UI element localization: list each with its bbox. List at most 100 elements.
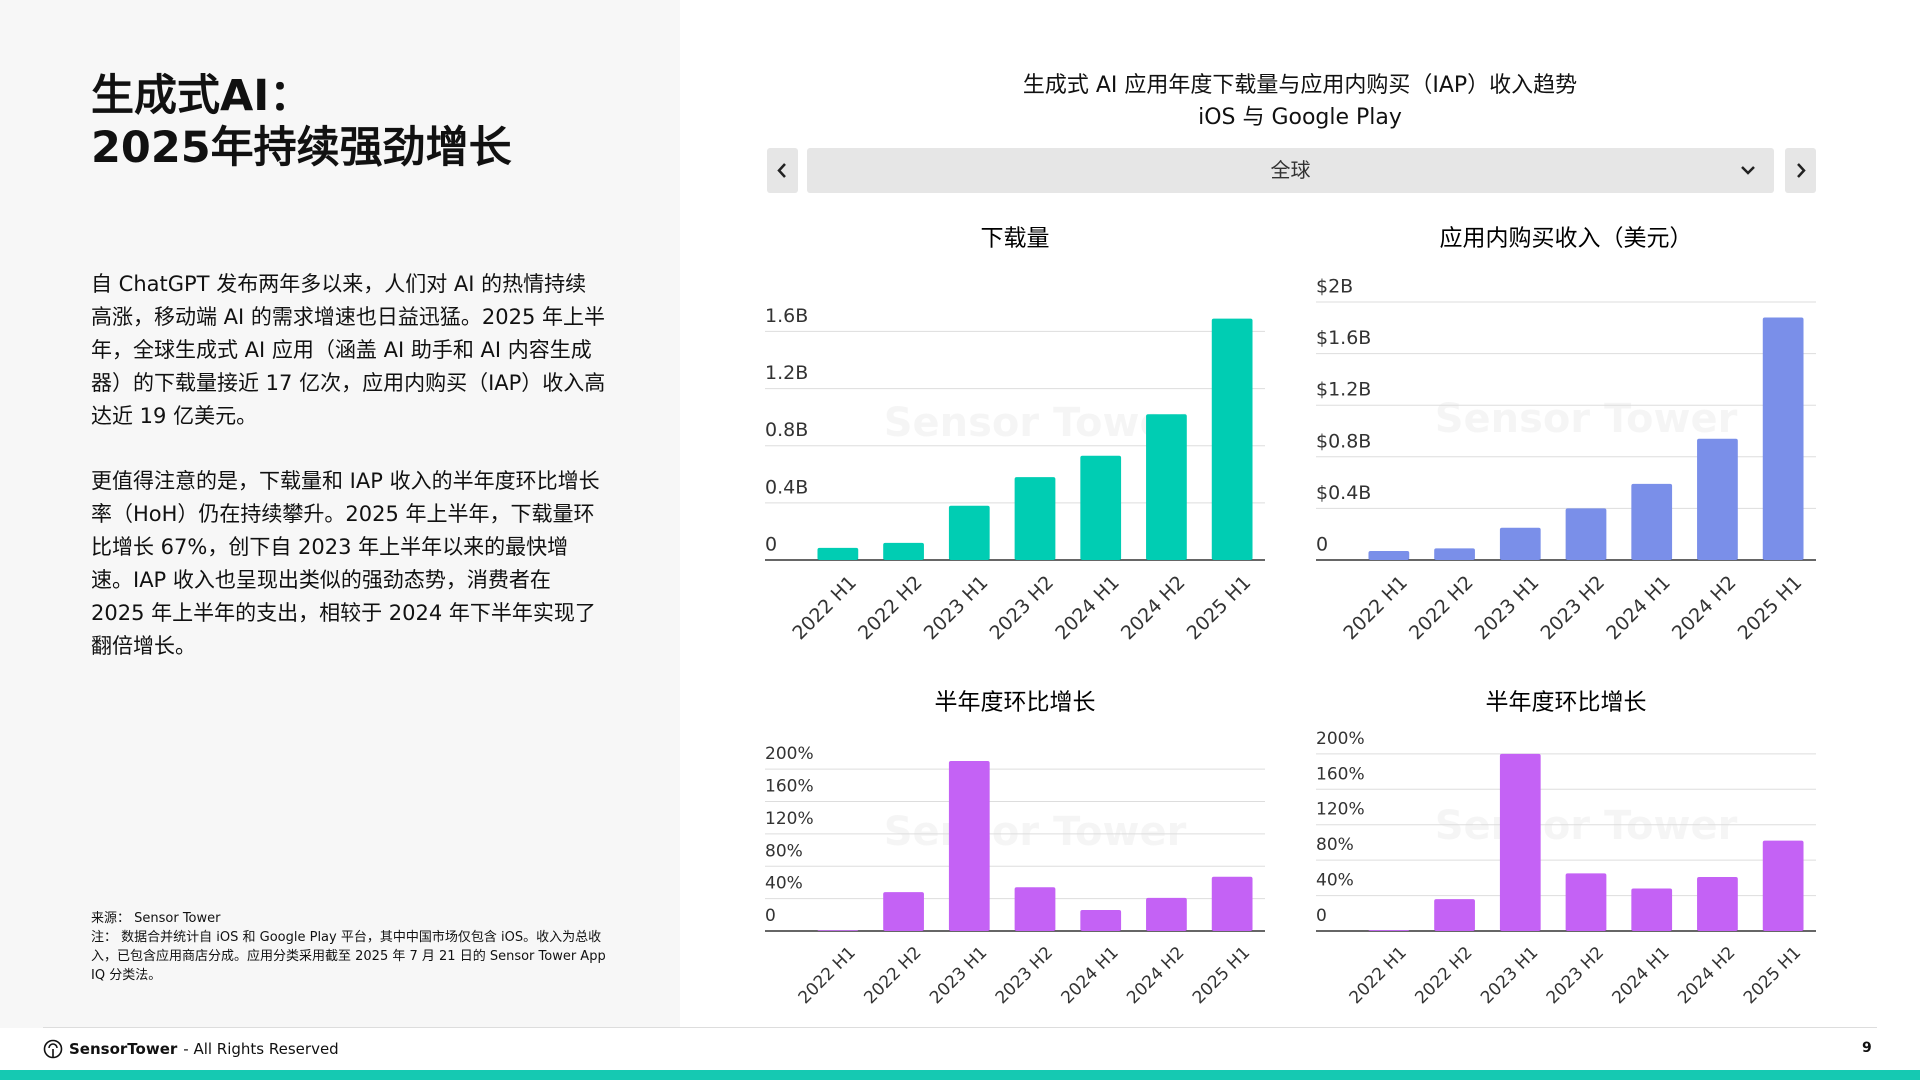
bar	[1014, 477, 1056, 560]
y-tick-label: $1.6B	[1316, 327, 1371, 349]
x-tick-label: 2022 H2	[860, 943, 925, 1008]
x-tick-label: 2025 H1	[1183, 572, 1256, 645]
prev-icon	[777, 163, 786, 178]
footer: SensorTower - All Rights Reserved	[43, 1039, 339, 1059]
watermark: Sensor Tower	[884, 809, 1187, 855]
y-tick-label: $2B	[1316, 276, 1353, 298]
figure-heading: 生成式 AI 应用年度下载量与应用内购买（IAP）收入趋势 iOS 与 Goog…	[760, 70, 1840, 134]
footer-divider	[43, 1027, 1877, 1028]
footer-brand: SensorTower	[69, 1040, 178, 1058]
region-dropdown[interactable]: 全球	[807, 148, 1774, 193]
y-tick-label: 0	[1316, 906, 1327, 926]
y-tick-label: 40%	[765, 874, 803, 894]
x-tick-label: 2024 H1	[1057, 943, 1122, 1008]
logo	[43, 1039, 63, 1059]
bar	[1434, 548, 1475, 560]
x-tick-label: 2025 H1	[1740, 943, 1805, 1008]
x-tick-label: 2022 H1	[788, 572, 861, 645]
region-label: 全球	[1270, 158, 1311, 182]
y-tick-label: 160%	[765, 777, 814, 797]
y-tick-label: 80%	[765, 841, 803, 861]
paragraph: 自 ChatGPT 发布两年多以来，人们对 AI 的热情持续高涨，移动端 AI …	[91, 272, 606, 428]
x-tick-label: 2025 H1	[1734, 572, 1807, 645]
x-tick-label: 2024 H2	[1123, 943, 1188, 1008]
note: 注： 数据合并统计自 iOS 和 Google Play 平台，其中中国市场仅包…	[91, 930, 606, 983]
x-tick-label: 2022 H2	[1405, 572, 1478, 645]
x-tick-label: 2025 H1	[1189, 943, 1254, 1008]
watermark: Sensor Tower	[884, 400, 1187, 446]
x-tick-label: 2023 H1	[1471, 572, 1544, 645]
x-tick-label: 2023 H1	[920, 572, 993, 645]
x-tick-label: 2022 H1	[1339, 572, 1412, 645]
watermark: Sensor Tower	[1435, 396, 1738, 442]
bar	[1434, 899, 1475, 931]
chart-title: 应用内购买收入（美元）	[1440, 226, 1693, 252]
y-tick-label: 0.8B	[765, 419, 808, 441]
next-button[interactable]	[1785, 148, 1816, 193]
x-tick-label: 2023 H2	[985, 572, 1058, 645]
y-tick-label: 200%	[765, 744, 814, 764]
y-tick-label: $0.4B	[1316, 482, 1371, 504]
y-tick-label: $0.8B	[1316, 430, 1371, 452]
bar	[1697, 438, 1738, 560]
figure-title: 生成式 AI 应用年度下载量与应用内购买（IAP）收入趋势	[1022, 73, 1578, 98]
y-tick-label: 40%	[1316, 871, 1354, 891]
watermark: Sensor Tower	[1435, 803, 1738, 849]
dropdown-icon	[1741, 166, 1755, 175]
bar	[1368, 930, 1410, 931]
chart-title: 半年度环比增长	[935, 690, 1096, 716]
bar	[1565, 873, 1607, 931]
bar	[1146, 897, 1187, 931]
left-panel: 生成式AI： 2025年持续强劲增长 自 ChatGPT 发布两年多以来，人们对…	[0, 0, 680, 1028]
bar	[1080, 455, 1122, 560]
page-title: 生成式AI：	[91, 71, 313, 121]
prev-button[interactable]	[767, 148, 798, 193]
y-tick-label: 0.4B	[765, 476, 808, 498]
bar	[817, 930, 859, 931]
bar	[1014, 887, 1056, 931]
bar	[1499, 753, 1541, 931]
x-tick-label: 2024 H2	[1674, 943, 1739, 1008]
x-tick-label: 2024 H1	[1602, 572, 1675, 645]
bar	[1762, 317, 1804, 560]
figure-subtitle: iOS 与 Google Play	[1198, 105, 1402, 130]
x-tick-label: 2023 H2	[992, 943, 1057, 1008]
x-tick-label: 2022 H1	[1346, 943, 1411, 1008]
bar	[948, 505, 990, 560]
bar	[948, 761, 990, 931]
paragraph: 更值得注意的是，下载量和 IAP 收入的半年度环比增长率（HoH）仍在持续攀升。…	[91, 469, 600, 658]
y-tick-label: 1.6B	[765, 305, 808, 327]
bar	[883, 892, 924, 931]
y-tick-label: 0	[765, 534, 777, 556]
y-tick-label: 0	[1316, 534, 1328, 556]
x-tick-label: 2022 H1	[795, 943, 860, 1008]
footer-rights: - All Rights Reserved	[183, 1040, 339, 1058]
x-tick-label: 2023 H2	[1543, 943, 1608, 1008]
x-tick-label: 2023 H1	[926, 943, 991, 1008]
footer-band	[0, 1070, 1920, 1080]
bar	[1762, 840, 1804, 931]
y-tick-label: 1.2B	[765, 362, 808, 384]
y-tick-label: 160%	[1316, 764, 1365, 784]
page-number: 9	[1862, 1040, 1872, 1056]
x-tick-label: 2024 H1	[1051, 572, 1124, 645]
bar	[1146, 414, 1187, 560]
y-tick-label: 120%	[1316, 800, 1365, 820]
x-tick-label: 2023 H1	[1477, 943, 1542, 1008]
page-title: 2025年持续强劲增长	[91, 123, 512, 173]
bar	[1631, 888, 1673, 931]
chart-title: 半年度环比增长	[1486, 690, 1647, 716]
bar	[1697, 876, 1738, 931]
y-tick-label: 80%	[1316, 835, 1354, 855]
bar	[883, 542, 924, 560]
x-tick-label: 2022 H2	[1411, 943, 1476, 1008]
x-tick-label: 2024 H1	[1608, 943, 1673, 1008]
y-tick-label: 120%	[765, 809, 814, 829]
x-tick-label: 2023 H2	[1536, 572, 1609, 645]
bar	[817, 547, 859, 560]
x-tick-label: 2024 H2	[1117, 572, 1190, 645]
y-tick-label: 0	[765, 906, 776, 926]
chart-title: 下载量	[981, 226, 1050, 252]
